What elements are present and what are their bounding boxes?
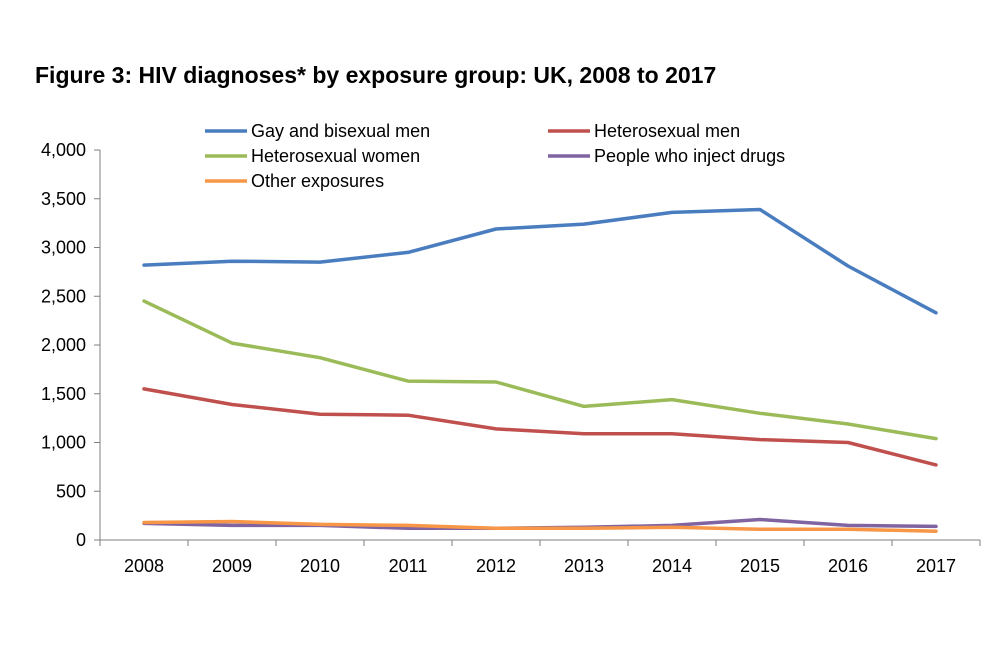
x-tick-label: 2017: [916, 556, 956, 576]
legend-label: Heterosexual women: [251, 146, 420, 166]
y-tick-label: 1,000: [41, 433, 86, 453]
legend-label: Other exposures: [251, 171, 384, 191]
tick-labels: 0 500 1,000 1,500 2,000 2,500 3,000 3,500 4,000 2…: [41, 140, 956, 576]
y-tick-label: 0: [76, 530, 86, 550]
y-tick-label: 3,000: [41, 238, 86, 258]
series-lines: [142, 207, 938, 533]
y-tick-label: 1,500: [41, 384, 86, 404]
y-tick-label: 2,500: [41, 286, 86, 306]
legend: Gay and bisexual men Heterosexual men Hete…: [205, 121, 785, 191]
legend-label: Gay and bisexual men: [251, 121, 430, 141]
x-tick-label: 2013: [564, 556, 604, 576]
legend-label: People who inject drugs: [594, 146, 785, 166]
y-tick-label: 4,000: [41, 140, 86, 160]
series-line-2: [142, 299, 938, 441]
series-line-0: [142, 207, 938, 315]
x-tick-label: 2014: [652, 556, 692, 576]
x-tick-label: 2008: [124, 556, 164, 576]
x-tick-label: 2011: [389, 556, 428, 576]
series-line-4: [142, 519, 938, 533]
y-tick-label: 500: [56, 481, 86, 501]
x-tick-label: 2012: [476, 556, 516, 576]
axes: [94, 149, 981, 546]
x-tick-label: 2009: [212, 556, 252, 576]
chart-title: Figure 3: HIV diagnoses* by exposure gro…: [35, 62, 717, 88]
legend-label: Heterosexual men: [594, 121, 740, 141]
y-tick-label: 3,500: [41, 189, 86, 209]
series-line-1: [142, 387, 938, 467]
x-tick-label: 2016: [828, 556, 868, 576]
x-tick-label: 2010: [300, 556, 340, 576]
y-tick-label: 2,000: [41, 335, 86, 355]
x-tick-label: 2015: [740, 556, 780, 576]
